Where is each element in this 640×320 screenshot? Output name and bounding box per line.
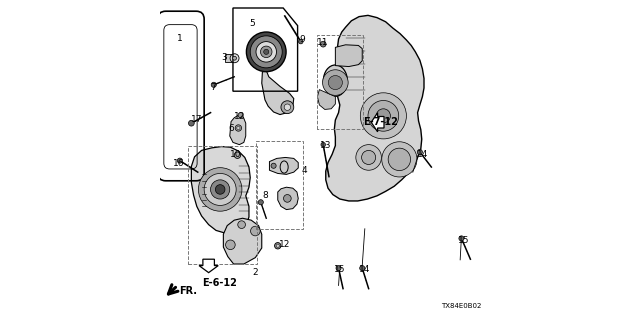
Circle shape [204, 173, 236, 205]
Text: 16: 16 [173, 159, 184, 168]
Circle shape [388, 148, 411, 171]
Text: 10: 10 [230, 150, 241, 159]
Circle shape [238, 113, 243, 118]
Text: 6: 6 [229, 124, 234, 133]
Polygon shape [278, 187, 298, 210]
Circle shape [211, 180, 230, 199]
Text: 14: 14 [417, 150, 428, 159]
Polygon shape [317, 90, 335, 109]
Polygon shape [230, 115, 246, 145]
Text: 8: 8 [263, 191, 268, 200]
Circle shape [284, 104, 291, 110]
Circle shape [246, 32, 286, 72]
Circle shape [177, 158, 182, 163]
Circle shape [215, 185, 225, 194]
Ellipse shape [323, 65, 348, 96]
Polygon shape [335, 45, 362, 67]
Text: 3: 3 [221, 53, 227, 62]
Circle shape [276, 244, 280, 247]
Circle shape [256, 42, 276, 62]
Text: 15: 15 [334, 265, 346, 274]
Polygon shape [191, 147, 250, 233]
Text: E-7-12: E-7-12 [364, 117, 398, 127]
Circle shape [260, 46, 272, 58]
Circle shape [360, 93, 406, 139]
Text: 14: 14 [358, 265, 370, 274]
Polygon shape [223, 218, 262, 264]
Circle shape [250, 36, 282, 68]
Circle shape [323, 70, 348, 95]
Circle shape [281, 101, 294, 114]
Circle shape [336, 266, 341, 271]
Circle shape [360, 266, 365, 271]
Polygon shape [371, 113, 384, 132]
Text: 7: 7 [210, 83, 216, 92]
Text: FR.: FR. [179, 285, 197, 296]
Circle shape [234, 152, 241, 158]
FancyBboxPatch shape [225, 54, 233, 62]
Circle shape [298, 39, 303, 44]
Circle shape [362, 150, 376, 164]
Ellipse shape [280, 161, 288, 173]
Text: TX84E0B02: TX84E0B02 [440, 303, 481, 308]
Text: 4: 4 [302, 166, 307, 175]
Circle shape [284, 195, 291, 202]
Text: 12: 12 [234, 112, 245, 121]
Circle shape [259, 200, 264, 205]
Text: 2: 2 [253, 268, 258, 277]
Text: 13: 13 [320, 141, 332, 150]
Text: E-6-12: E-6-12 [202, 278, 237, 288]
Circle shape [381, 142, 417, 177]
Circle shape [198, 168, 242, 211]
Bar [188, 146, 257, 264]
Text: 17: 17 [191, 115, 202, 124]
Polygon shape [326, 15, 424, 201]
Circle shape [233, 56, 237, 60]
Text: 1: 1 [177, 34, 182, 43]
Circle shape [264, 49, 269, 54]
Text: 5: 5 [250, 19, 255, 28]
Circle shape [189, 120, 195, 126]
Circle shape [238, 221, 246, 228]
Circle shape [368, 100, 399, 131]
Circle shape [226, 240, 236, 250]
Circle shape [356, 145, 381, 170]
Polygon shape [262, 70, 294, 115]
Text: 12: 12 [279, 240, 291, 249]
Text: 11: 11 [317, 38, 328, 47]
Polygon shape [199, 259, 218, 273]
Text: 15: 15 [458, 236, 469, 245]
Circle shape [237, 126, 240, 130]
Circle shape [376, 109, 390, 123]
Polygon shape [269, 157, 298, 174]
Circle shape [321, 142, 326, 147]
Circle shape [230, 54, 239, 63]
Circle shape [275, 243, 281, 249]
Circle shape [236, 125, 242, 131]
Circle shape [328, 76, 342, 90]
Circle shape [417, 149, 422, 155]
Circle shape [271, 163, 276, 168]
Circle shape [459, 236, 464, 241]
Text: 9: 9 [300, 35, 305, 44]
Circle shape [211, 82, 216, 87]
Circle shape [250, 226, 260, 236]
Circle shape [321, 41, 326, 47]
